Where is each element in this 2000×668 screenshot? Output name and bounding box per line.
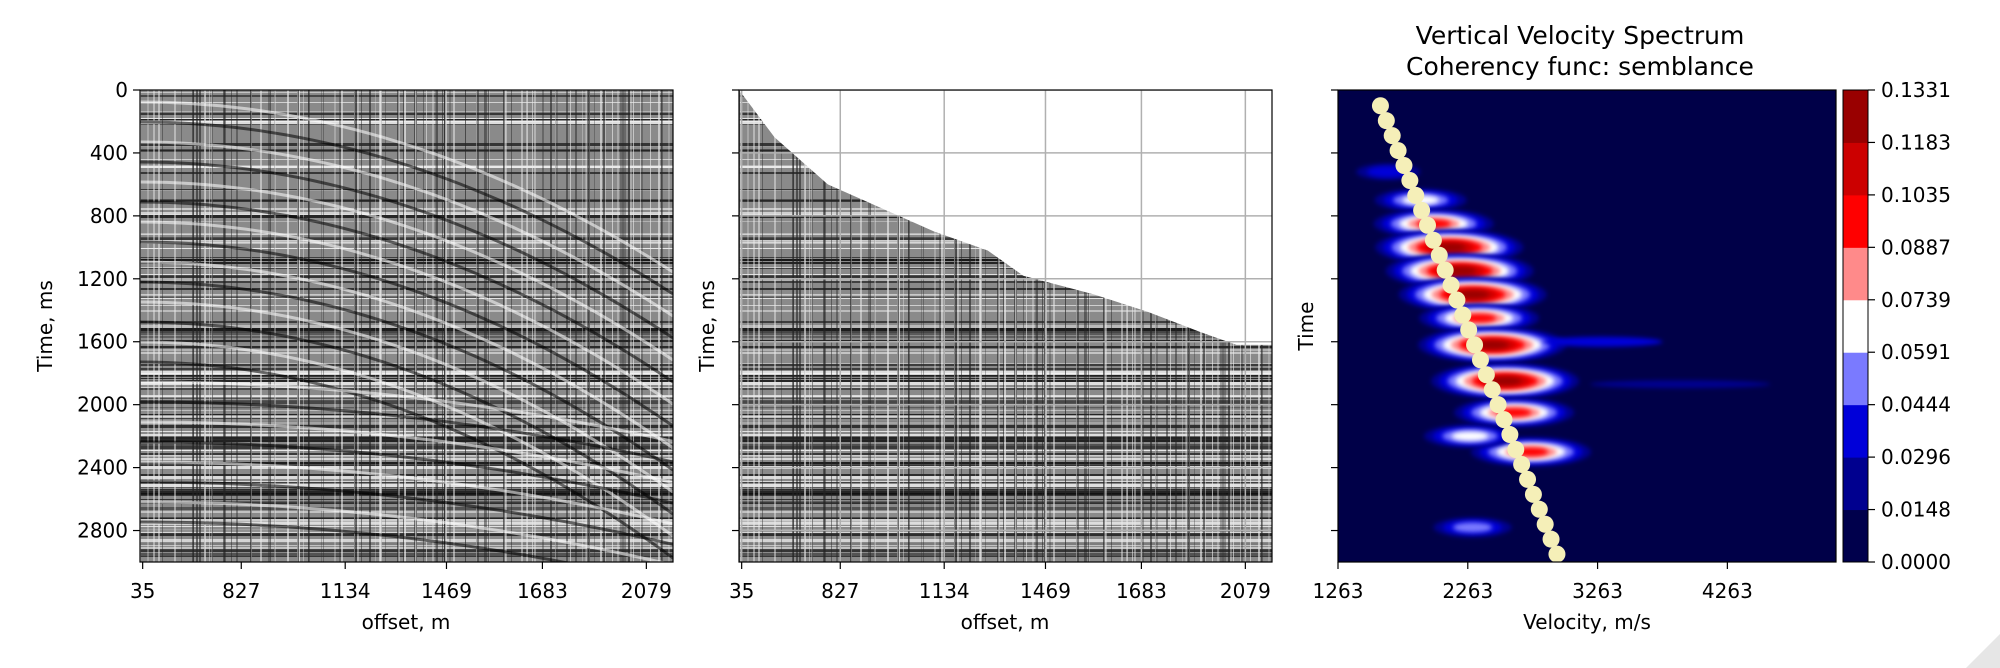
spectrum-blob	[1542, 336, 1663, 347]
colorbar-tick-label: 0.0887	[1881, 235, 1951, 259]
picked-velocity-point	[1542, 530, 1560, 548]
colorbar-cell	[1843, 194, 1868, 248]
picked-velocity-point	[1536, 515, 1554, 533]
x-tick-label: 3263	[1572, 579, 1623, 603]
panel-3-xlabel: Velocity, m/s	[1523, 610, 1651, 634]
y-tick-label: 1200	[77, 267, 128, 291]
spectrum-blob	[1451, 431, 1489, 441]
picked-velocity-point	[1395, 157, 1413, 175]
colorbar-cell	[1843, 457, 1868, 511]
x-tick-label: 827	[821, 579, 859, 603]
picked-velocity-point	[1377, 112, 1395, 130]
picked-velocity-point	[1454, 306, 1472, 324]
picked-velocity-point	[1471, 351, 1489, 369]
y-tick-label: 0	[115, 78, 128, 102]
picked-velocity-point	[1548, 545, 1566, 562]
picked-velocity-point	[1513, 455, 1531, 473]
picked-velocity-point	[1371, 97, 1389, 115]
x-tick-label: 1683	[517, 579, 568, 603]
picked-velocity-point	[1448, 291, 1466, 309]
y-tick-label: 1600	[77, 330, 128, 354]
x-tick-label: 35	[130, 579, 155, 603]
colorbar-cell	[1843, 142, 1868, 196]
colorbar-tick-label: 0.0444	[1881, 393, 1951, 417]
x-tick-label: 4263	[1702, 579, 1753, 603]
picked-velocity-point	[1430, 246, 1448, 264]
x-tick-label: 1469	[1020, 579, 1071, 603]
x-tick-label: 2079	[621, 579, 672, 603]
x-tick-label: 827	[222, 579, 260, 603]
x-tick-label: 1469	[421, 579, 472, 603]
resize-grip-icon[interactable]	[1960, 628, 2000, 668]
x-tick-label: 1263	[1313, 579, 1364, 603]
panel-2-muted-gather: 35 827 1134 1469 1683 2079 offset, m Time, ms	[695, 89, 1273, 634]
picked-velocity-point	[1501, 426, 1519, 444]
colorbar-tick-label: 0.1331	[1881, 78, 1951, 102]
picked-velocity-point	[1483, 381, 1501, 399]
picked-velocity-point	[1519, 470, 1537, 488]
y-tick-label: 400	[90, 141, 128, 165]
colorbar-tick-label: 0.1035	[1881, 183, 1951, 207]
picked-velocity-point	[1466, 336, 1484, 354]
colorbar-tick-label: 0.0591	[1881, 340, 1951, 364]
colorbar-tick-label: 0.0000	[1881, 550, 1951, 574]
picked-velocity-point	[1477, 366, 1495, 384]
colorbar-tick-label: 0.1183	[1881, 130, 1951, 154]
x-tick-label: 2263	[1442, 579, 1493, 603]
colorbar-cell	[1843, 247, 1868, 301]
colorbar-tick-label: 0.0739	[1881, 288, 1951, 312]
colorbar-cell	[1843, 299, 1868, 353]
picked-velocity-point	[1401, 171, 1419, 189]
picked-velocity-point	[1489, 396, 1507, 414]
picked-velocity-point	[1389, 142, 1407, 160]
panel-3-background	[1338, 90, 1836, 562]
panel-2-xlabel: offset, m	[961, 610, 1050, 634]
picked-velocity-point	[1419, 216, 1437, 234]
colorbar-tick-label: 0.0148	[1881, 498, 1951, 522]
panel-3-velocity-spectrum: Vertical Velocity Spectrum Coherency fun…	[1294, 21, 1837, 634]
y-tick-label: 800	[90, 204, 128, 228]
y-tick-label: 2800	[77, 519, 128, 543]
picked-velocity-point	[1530, 500, 1548, 518]
colorbar-cell	[1843, 404, 1868, 458]
picked-velocity-point	[1460, 321, 1478, 339]
x-tick-label: 1683	[1116, 579, 1167, 603]
x-tick-label: 1134	[919, 579, 970, 603]
panel-3-title-line-1: Vertical Velocity Spectrum	[1416, 21, 1745, 50]
y-tick-label: 2000	[77, 393, 128, 417]
picked-velocity-point	[1407, 186, 1425, 204]
picked-velocity-point	[1383, 127, 1401, 145]
picked-velocity-point	[1524, 485, 1542, 503]
panel-2-mute-zone	[739, 90, 1272, 345]
picked-velocity-point	[1413, 201, 1431, 219]
picked-velocity-point	[1436, 261, 1454, 279]
colorbar: 0.0000 0.0148 0.0296 0.0444 0.0591 0.0739 0.08…	[1842, 78, 1951, 574]
y-tick-label: 2400	[77, 456, 128, 480]
x-tick-label: 35	[729, 579, 754, 603]
panel-1-ylabel: Time, ms	[33, 280, 57, 373]
picked-velocity-point	[1442, 276, 1460, 294]
spectrum-blob	[1453, 522, 1493, 533]
panel-1-xlabel: offset, m	[362, 610, 451, 634]
panel-3-ylabel: Time	[1294, 302, 1318, 352]
panel-3-title-line-2: Coherency func: semblance	[1406, 52, 1754, 81]
panel-2-ylabel: Time, ms	[695, 280, 719, 373]
colorbar-cell	[1843, 90, 1868, 143]
x-tick-label: 1134	[320, 579, 371, 603]
panel-1-gather: 0 400 800 1200 1600 2000 2400 2800 35 827 1134 146…	[33, 78, 674, 634]
picked-velocity-point	[1495, 411, 1513, 429]
spectrum-blob	[1590, 380, 1771, 389]
colorbar-cell	[1843, 509, 1868, 563]
colorbar-tick-label: 0.0296	[1881, 445, 1951, 469]
colorbar-cell	[1843, 352, 1868, 406]
x-tick-label: 2079	[1220, 579, 1271, 603]
picked-velocity-point	[1507, 441, 1525, 459]
spectrum-blob	[1475, 340, 1509, 349]
picked-velocity-point	[1424, 231, 1442, 249]
